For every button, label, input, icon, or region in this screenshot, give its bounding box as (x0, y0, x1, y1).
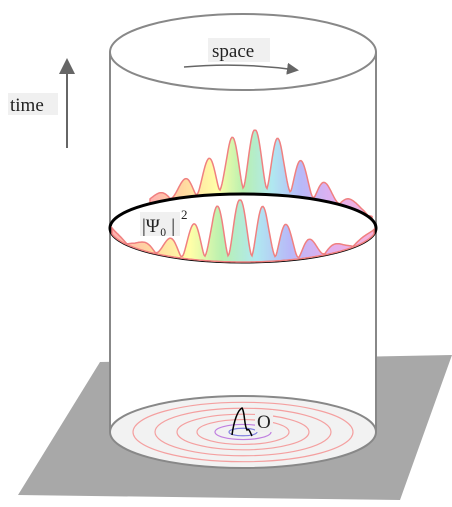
ring (176, 413, 310, 451)
label-bg (8, 93, 58, 115)
space-label: space (212, 41, 254, 62)
origin-peak (231, 407, 253, 437)
label-bg (140, 212, 180, 236)
cylinder-bottom (109, 395, 377, 469)
origin-label: O (257, 412, 271, 433)
label-bg (208, 38, 270, 62)
ring (132, 401, 354, 463)
label-bg (255, 410, 273, 432)
time-label: time (10, 95, 44, 116)
ring (196, 418, 290, 446)
wave-front (111, 199, 375, 263)
exponent-label: 2 (181, 207, 188, 222)
rings (132, 401, 354, 463)
space-arrow (183, 62, 299, 75)
wavefunction-label: |Ψ₀ | (142, 216, 175, 237)
cylinder-top (109, 13, 377, 91)
